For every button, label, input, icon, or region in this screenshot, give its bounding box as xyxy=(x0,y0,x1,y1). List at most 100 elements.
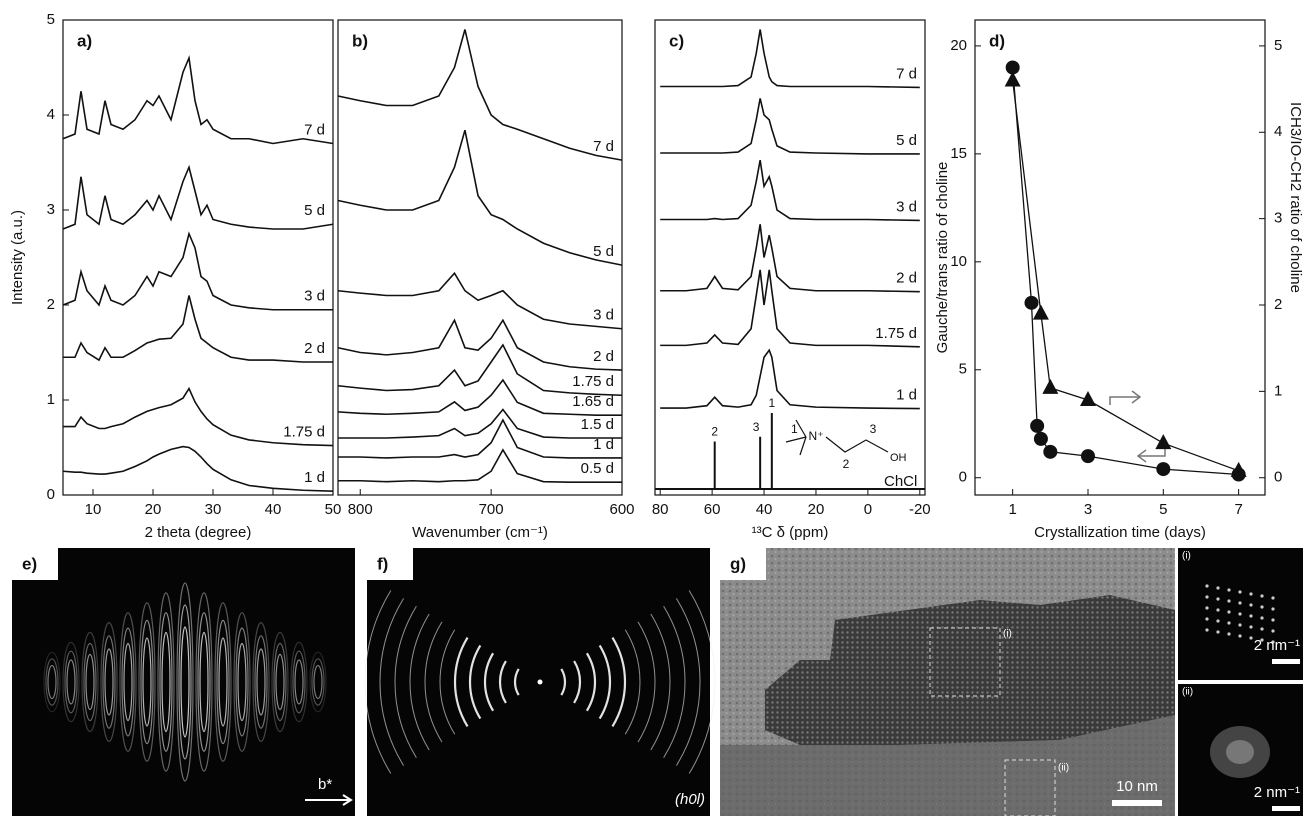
fft-spot xyxy=(1227,632,1231,636)
inset-label: (i) xyxy=(1182,551,1191,562)
marker xyxy=(1155,434,1172,450)
label-box xyxy=(12,548,58,580)
ring-arc xyxy=(468,644,482,720)
reflection xyxy=(159,612,173,752)
structure-label: OH xyxy=(890,452,907,464)
ring-arc xyxy=(513,668,520,696)
scale-bar xyxy=(1272,806,1300,811)
data-line xyxy=(337,271,623,330)
y-axis-label: Gauche/trans ratio of choline xyxy=(934,162,951,354)
fft-spot xyxy=(1249,636,1253,640)
trace-label: 5 d xyxy=(304,202,325,219)
ring-arc xyxy=(650,613,671,751)
x-axis-label: Wavenumber (cm⁻¹) xyxy=(412,524,548,541)
reflection xyxy=(180,626,190,738)
structure-label: ChCl xyxy=(884,473,917,490)
ring-arc xyxy=(675,598,701,766)
scale-label: 2 nm⁻¹ xyxy=(1254,784,1300,801)
x-tick-label: 60 xyxy=(704,501,721,518)
trace-label: 1 d xyxy=(896,387,917,404)
marker xyxy=(1043,444,1058,459)
trace-label: 5 d xyxy=(896,132,917,149)
reflection xyxy=(161,631,171,733)
crystal-edge xyxy=(720,715,1175,816)
center xyxy=(537,679,543,685)
reflection xyxy=(199,631,209,733)
panel-label: d) xyxy=(989,31,1005,50)
marker xyxy=(1156,462,1171,477)
stick-label: 2 xyxy=(711,425,718,439)
fft-spot xyxy=(1271,640,1275,644)
x-tick-label: 5 xyxy=(1159,501,1167,518)
y-tick-label: 5 xyxy=(47,11,55,28)
data-line xyxy=(62,231,333,311)
x-axis-label: Crystallization time (days) xyxy=(1034,524,1206,541)
reflection xyxy=(100,621,118,742)
fft-spot xyxy=(1260,638,1264,642)
y-tick-label: 0 xyxy=(959,469,967,486)
data-line xyxy=(660,269,920,348)
y2-tick-label: 0 xyxy=(1274,469,1282,486)
reflection xyxy=(140,619,154,745)
data-line xyxy=(660,348,920,410)
stick-label: 1 xyxy=(768,396,775,410)
x-tick-label: 10 xyxy=(85,501,102,518)
reflection xyxy=(214,602,232,762)
y-tick-label: 20 xyxy=(950,37,967,54)
reflection xyxy=(271,631,289,733)
data-line xyxy=(337,318,623,371)
decorations xyxy=(12,390,1303,816)
reflection xyxy=(273,642,287,722)
y2-tick-label: 2 xyxy=(1274,296,1282,313)
trace-label: 7 d xyxy=(593,138,614,155)
data-line xyxy=(660,159,920,222)
x-tick-label: 3 xyxy=(1084,501,1092,518)
ring-arc xyxy=(585,652,597,712)
trace-label: 1.5 d xyxy=(581,416,614,433)
plot-frame xyxy=(62,19,334,496)
marker xyxy=(1032,304,1049,320)
x-tick-label: 0 xyxy=(864,501,872,518)
x-tick-label: 800 xyxy=(348,501,373,518)
fft-spot xyxy=(1227,588,1231,592)
data-line xyxy=(338,408,622,439)
y-tick-label: 3 xyxy=(47,201,55,218)
reflection xyxy=(123,642,133,722)
panel-label: f) xyxy=(377,554,388,573)
x-tick-label: 20 xyxy=(145,501,162,518)
data-line xyxy=(62,55,334,145)
fft-spot xyxy=(1260,627,1264,631)
fft-spot xyxy=(1271,596,1275,600)
trace-label: 2 d xyxy=(896,270,917,287)
trace-label: 7 d xyxy=(304,121,325,138)
y-tick-label: 5 xyxy=(959,361,967,378)
annotation: b* xyxy=(318,776,332,793)
scale-label: 2 nm⁻¹ xyxy=(1254,637,1300,654)
data-line xyxy=(337,29,623,161)
ring-arc xyxy=(560,668,567,696)
reflection xyxy=(85,653,95,711)
fft-spot xyxy=(1216,630,1220,634)
fft-halo xyxy=(1226,740,1254,764)
ring-arc xyxy=(598,644,612,720)
marker xyxy=(1030,418,1045,433)
fft-spot xyxy=(1227,621,1231,625)
fft-spot xyxy=(1249,625,1253,629)
marker xyxy=(1042,378,1059,394)
fft-spot xyxy=(1249,592,1253,596)
diffraction-pattern xyxy=(364,590,716,774)
y2-axis-label: ICH3/IO-CH2 ratio of choline xyxy=(1287,102,1303,293)
fft-pattern xyxy=(1205,584,1275,644)
reflection xyxy=(292,650,306,714)
marker xyxy=(1230,461,1247,477)
x-axis-label: ¹³C δ (ppm) xyxy=(752,524,829,541)
scale-bar xyxy=(1272,659,1300,664)
reflection xyxy=(309,651,327,713)
data-line xyxy=(63,295,333,363)
reflection xyxy=(119,612,137,752)
annotation: (i) xyxy=(1003,629,1012,640)
marker xyxy=(1004,71,1021,87)
ring-arc xyxy=(439,629,456,735)
structure-label: 3 xyxy=(870,422,877,436)
ring-arc xyxy=(573,660,582,704)
